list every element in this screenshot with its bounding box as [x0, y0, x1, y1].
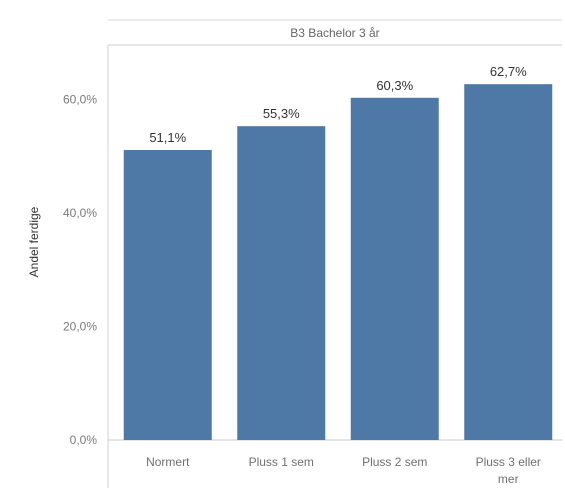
data-labels: 51,1% 55,3% 60,3% 62,7%: [149, 64, 527, 145]
category-label: Normert: [146, 455, 190, 469]
bar: [350, 97, 439, 441]
panel-header-label: B3 Bachelor 3 år: [290, 26, 379, 40]
bar: [237, 126, 326, 441]
data-label: 60,3%: [376, 78, 413, 93]
category-labels: Normert Pluss 1 sem Pluss 2 sem Pluss 3 ell…: [146, 455, 541, 486]
data-label: 62,7%: [490, 64, 527, 79]
category-label: Pluss 2 sem: [362, 455, 427, 469]
category-label: Pluss 3 eller: [476, 455, 541, 469]
bars: [123, 84, 553, 441]
category-label: mer: [498, 472, 519, 486]
bar: [123, 150, 212, 440]
y-tick-label: 20,0%: [63, 320, 97, 334]
bar: [464, 84, 553, 441]
y-tick-label: 0,0%: [70, 433, 98, 447]
y-tick-label: 60,0%: [63, 93, 97, 107]
data-label: 51,1%: [149, 130, 186, 145]
data-label: 55,3%: [263, 106, 300, 121]
y-axis-ticks: 0,0% 20,0% 40,0% 60,0%: [63, 93, 97, 448]
category-label: Pluss 1 sem: [249, 455, 314, 469]
y-axis-title: Andel ferdige: [27, 206, 41, 277]
y-tick-label: 40,0%: [63, 206, 97, 220]
